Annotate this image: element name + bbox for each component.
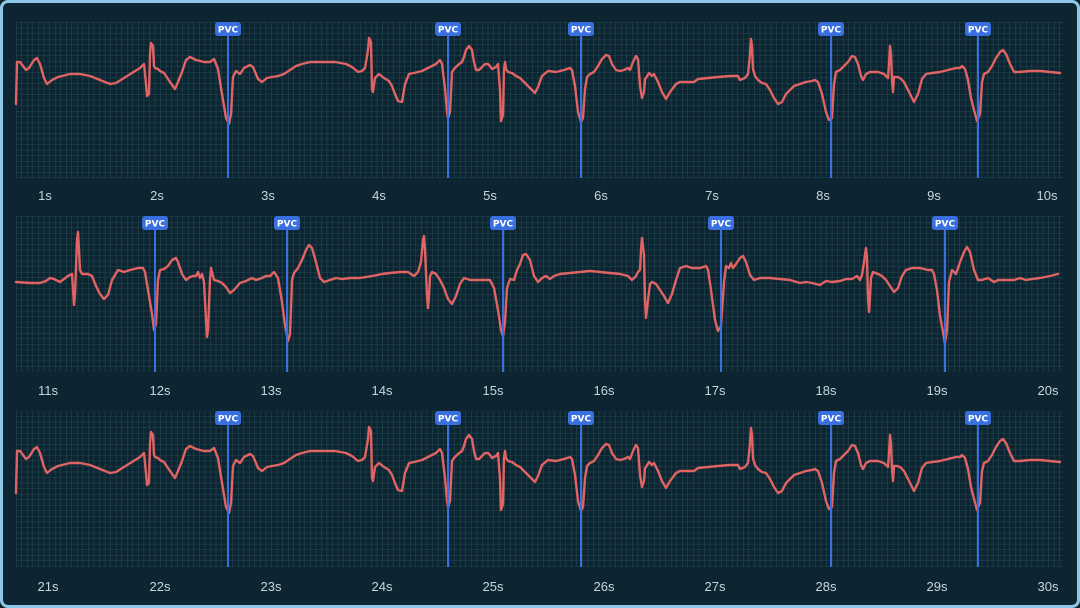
pvc-marker[interactable]: PVC	[215, 411, 241, 567]
svg-text:7s: 7s	[705, 188, 719, 203]
svg-text:PVC: PVC	[493, 220, 514, 230]
svg-text:5s: 5s	[483, 188, 497, 203]
grid	[16, 22, 1063, 178]
time-axis: 11s 12s 13s 14s 15s 16s 17s 18s 19s 20s	[38, 383, 1059, 398]
svg-text:1s: 1s	[38, 188, 52, 203]
svg-text:PVC: PVC	[277, 220, 298, 230]
svg-text:25s: 25s	[483, 579, 504, 594]
pvc-marker[interactable]: PVC	[818, 411, 844, 567]
svg-text:28s: 28s	[816, 579, 837, 594]
svg-text:PVC: PVC	[438, 26, 459, 36]
pvc-marker[interactable]: PVC	[568, 411, 594, 567]
svg-text:11s: 11s	[38, 383, 58, 398]
ecg-trace	[14, 230, 1060, 345]
pvc-marker[interactable]: PVC	[142, 216, 168, 372]
svg-text:PVC: PVC	[218, 415, 239, 425]
svg-text:26s: 26s	[594, 579, 615, 594]
svg-text:30s: 30s	[1038, 579, 1059, 594]
svg-text:12s: 12s	[150, 383, 171, 398]
svg-text:PVC: PVC	[968, 26, 989, 36]
pvc-marker[interactable]: PVC	[568, 22, 594, 178]
svg-text:10s: 10s	[1037, 188, 1058, 203]
svg-text:20s: 20s	[1038, 383, 1059, 398]
svg-text:PVC: PVC	[218, 26, 239, 36]
svg-text:3s: 3s	[261, 188, 275, 203]
pvc-marker[interactable]: PVC	[932, 216, 958, 372]
svg-text:4s: 4s	[372, 188, 386, 203]
svg-text:21s: 21s	[38, 579, 59, 594]
svg-text:PVC: PVC	[711, 220, 732, 230]
svg-text:9s: 9s	[927, 188, 941, 203]
grid	[16, 411, 1063, 567]
svg-text:22s: 22s	[150, 579, 171, 594]
pvc-marker[interactable]: PVC	[965, 411, 991, 567]
pvc-marker[interactable]: PVC	[274, 216, 300, 372]
svg-text:24s: 24s	[372, 579, 393, 594]
svg-text:16s: 16s	[594, 383, 615, 398]
pvc-marker[interactable]: PVC	[818, 22, 844, 178]
svg-text:18s: 18s	[816, 383, 837, 398]
pvc-marker[interactable]: PVC	[708, 216, 734, 372]
pvc-marker[interactable]: PVC	[965, 22, 991, 178]
svg-text:PVC: PVC	[438, 415, 459, 425]
svg-text:PVC: PVC	[571, 26, 592, 36]
svg-text:PVC: PVC	[821, 26, 842, 36]
svg-text:PVC: PVC	[571, 415, 592, 425]
ecg-panel-1: PVC PVC PVC PVC PVC 1s 2s 3s 4s 5s 6s 7s…	[14, 22, 1063, 203]
svg-text:6s: 6s	[594, 188, 608, 203]
pvc-marker[interactable]: PVC	[490, 216, 516, 372]
svg-text:27s: 27s	[705, 579, 726, 594]
svg-text:19s: 19s	[927, 383, 948, 398]
grid	[16, 216, 1063, 372]
svg-text:23s: 23s	[261, 579, 282, 594]
svg-text:2s: 2s	[150, 188, 164, 203]
svg-text:PVC: PVC	[935, 220, 956, 230]
pvc-marker[interactable]: PVC	[435, 411, 461, 567]
ecg-panel-2: PVC PVC PVC PVC PVC 11s 12s 13s 14s 15s …	[14, 216, 1063, 398]
ecg-panel-3: PVC PVC PVC PVC PVC 21s 22s 23s 24s 25s …	[14, 411, 1063, 594]
svg-text:15s: 15s	[483, 383, 504, 398]
time-axis: 1s 2s 3s 4s 5s 6s 7s 8s 9s 10s	[38, 188, 1058, 203]
svg-text:13s: 13s	[261, 383, 282, 398]
pvc-markers: PVC PVC PVC PVC PVC	[142, 216, 958, 372]
svg-text:29s: 29s	[927, 579, 948, 594]
svg-text:PVC: PVC	[821, 415, 842, 425]
pvc-markers: PVC PVC PVC PVC PVC	[215, 22, 991, 178]
pvc-marker[interactable]: PVC	[435, 22, 461, 178]
svg-text:17s: 17s	[705, 383, 726, 398]
svg-text:14s: 14s	[372, 383, 393, 398]
pvc-marker[interactable]: PVC	[215, 22, 241, 178]
svg-text:PVC: PVC	[968, 415, 989, 425]
time-axis: 21s 22s 23s 24s 25s 26s 27s 28s 29s 30s	[38, 579, 1059, 594]
svg-text:PVC: PVC	[145, 220, 166, 230]
svg-text:8s: 8s	[816, 188, 830, 203]
pvc-markers: PVC PVC PVC PVC PVC	[215, 411, 991, 567]
